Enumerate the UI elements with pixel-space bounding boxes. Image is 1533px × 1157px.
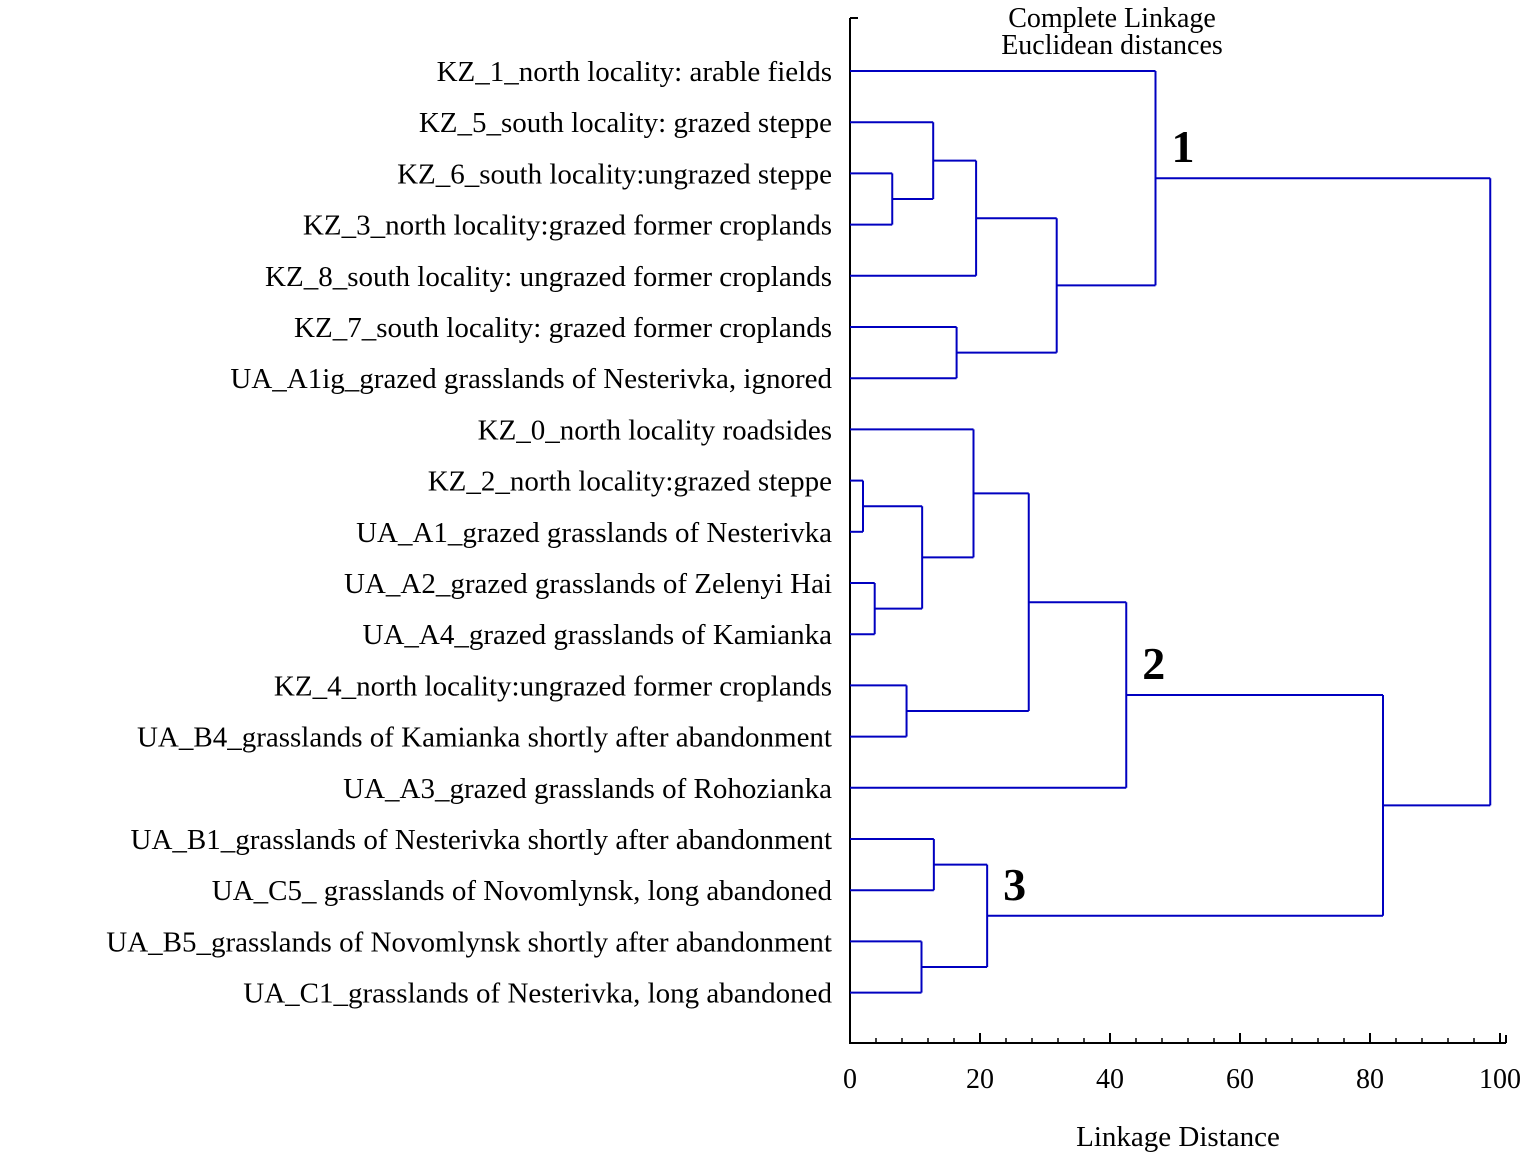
leaf-label: UA_A1ig_grazed grasslands of Nesterivka,… bbox=[230, 363, 832, 395]
leaf-label: KZ_8_south locality: ungrazed former cro… bbox=[265, 261, 832, 293]
leaf-label: UA_C5_ grasslands of Novomlynsk, long ab… bbox=[212, 875, 833, 907]
leaf-label: UA_B4_grasslands of Kamianka shortly aft… bbox=[137, 722, 832, 754]
leaf-labels: KZ_1_north locality: arable fields KZ_5_s… bbox=[106, 56, 832, 1010]
x-tick-label: 20 bbox=[966, 1064, 994, 1095]
leaf-label: UA_A4_grazed grasslands of Kamianka bbox=[363, 619, 833, 651]
cluster-labels: 1 2 3 bbox=[1003, 121, 1194, 910]
leaf-label: KZ_7_south locality: grazed former cropl… bbox=[294, 312, 832, 344]
x-tick-label: 80 bbox=[1356, 1064, 1384, 1095]
leaf-label: KZ_2_north locality:grazed steppe bbox=[428, 466, 832, 498]
leaf-label: UA_B5_grasslands of Novomlynsk shortly a… bbox=[106, 926, 832, 958]
x-tick-label: 60 bbox=[1226, 1064, 1254, 1095]
cluster-label: 3 bbox=[1003, 859, 1026, 910]
leaf-label: UA_A1_grazed grasslands of Nesterivka bbox=[356, 517, 832, 549]
leaf-label: UA_C1_grasslands of Nesterivka, long aba… bbox=[243, 978, 832, 1010]
leaf-label: UA_A3_grazed grasslands of Rohozianka bbox=[343, 773, 832, 805]
cluster-label: 1 bbox=[1172, 121, 1195, 172]
x-tick-label: 100 bbox=[1479, 1064, 1521, 1095]
leaf-label: KZ_1_north locality: arable fields bbox=[437, 56, 832, 88]
leaf-label: KZ_3_north locality:grazed former cropla… bbox=[303, 210, 832, 242]
leaf-label: KZ_4_north locality:ungrazed former crop… bbox=[274, 670, 832, 702]
leaf-label: KZ_5_south locality: grazed steppe bbox=[419, 107, 832, 139]
x-axis: 0 20 40 60 80 100 bbox=[843, 17, 1521, 1095]
chart-title: Complete Linkage bbox=[1008, 3, 1216, 34]
x-tick-label: 0 bbox=[843, 1064, 857, 1095]
x-tick-label: 40 bbox=[1096, 1064, 1124, 1095]
leaf-label: KZ_6_south locality:ungrazed steppe bbox=[397, 158, 832, 190]
x-axis-title: Linkage Distance bbox=[1076, 1121, 1280, 1153]
chart-subtitle: Euclidean distances bbox=[1001, 30, 1223, 61]
cluster-label: 2 bbox=[1142, 638, 1165, 689]
leaf-label: UA_A2_grazed grasslands of Zelenyi Hai bbox=[344, 568, 832, 600]
dendrogram-tree bbox=[850, 70, 1492, 994]
leaf-label: UA_B1_grasslands of Nesterivka shortly a… bbox=[131, 824, 832, 856]
leaf-label: KZ_0_north locality roadsides bbox=[478, 414, 832, 446]
